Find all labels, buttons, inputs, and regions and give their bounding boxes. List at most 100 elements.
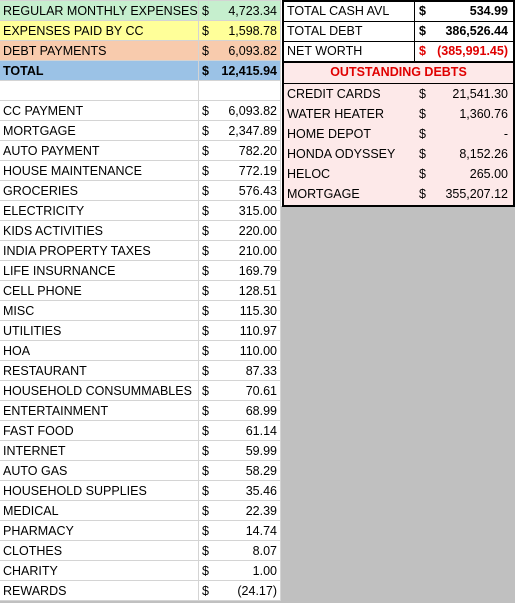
grid-row-line	[0, 340, 281, 341]
expense-row-amount: 59.99	[245, 444, 277, 458]
expense-row-label: CLOTHES	[3, 544, 63, 558]
grid-row-line	[0, 180, 281, 181]
debt-row-label: HONDA ODYSSEY	[287, 147, 396, 161]
expense-row-currency: $	[202, 124, 209, 138]
empty-area-bottom	[0, 601, 281, 603]
debt-row-value-cell: $355,207.12	[415, 184, 511, 204]
totals-row-amount: 386,526.44	[445, 24, 508, 38]
expense-row-label: MEDICAL	[3, 504, 59, 518]
expense-row-currency: $	[202, 244, 209, 258]
grid-row-line	[0, 260, 281, 261]
expense-row-amount: 2,347.89	[228, 124, 277, 138]
expense-row-amount: 35.46	[245, 484, 277, 498]
totals-row-line-1	[282, 21, 515, 22]
grid-row-line	[0, 360, 281, 361]
summary-row-currency: $	[202, 4, 209, 18]
grid-row-line	[0, 220, 281, 221]
expense-row-value-cell: $58.29	[198, 461, 280, 481]
debt-row-amount: 355,207.12	[445, 187, 508, 201]
grid-row-line	[0, 300, 281, 301]
expense-row-currency: $	[202, 184, 209, 198]
expense-row-value-cell: $ (24.17)	[198, 581, 280, 601]
totals-row-amount: 534.99	[469, 4, 508, 18]
expense-row-value-cell: $128.51	[198, 281, 280, 301]
debt-row-label: HOME DEPOT	[287, 127, 372, 141]
debt-payments-bg	[0, 41, 281, 61]
expense-row-value-cell: $169.79	[198, 261, 280, 281]
expense-row-label: LIFE INSURNANCE	[3, 264, 116, 278]
expense-row-value-cell: $772.19	[198, 161, 280, 181]
grid-row-line	[0, 460, 281, 461]
expense-row-value-cell: $68.99	[198, 401, 280, 421]
expense-row-amount: 220.00	[238, 224, 277, 238]
expense-row-value-cell: $87.33	[198, 361, 280, 381]
grid-row-line	[0, 0, 281, 1]
expense-row-value-cell: $315.00	[198, 201, 280, 221]
grid-row-line	[0, 160, 281, 161]
grid-row-line	[0, 600, 281, 601]
summary-row-value-cell: $12,415.94	[198, 61, 280, 81]
expense-row-currency: $	[202, 164, 209, 178]
totals-row-value-cell: $534.99	[415, 1, 511, 21]
summary-row-currency: $	[202, 24, 209, 38]
debt-row-label: HELOC	[287, 167, 331, 181]
expense-row-value-cell: $14.74	[198, 521, 280, 541]
expense-row-currency: $	[202, 284, 209, 298]
expense-row-value-cell: $70.61	[198, 381, 280, 401]
summary-row-value-cell: $6,093.82	[198, 41, 280, 61]
expense-row-currency: $	[202, 224, 209, 238]
grid-row-line	[0, 400, 281, 401]
debt-row-currency: $	[419, 147, 426, 161]
expense-row-amount: 68.99	[245, 404, 277, 418]
expense-row-label: KIDS ACTIVITIES	[3, 224, 104, 238]
debt-row-value-cell: $ -	[415, 124, 511, 144]
debt-row-currency: $	[419, 107, 426, 121]
totals-row-currency: $	[419, 44, 426, 58]
expense-row-label: AUTO GAS	[3, 464, 68, 478]
expense-row-currency: $	[202, 344, 209, 358]
expense-row-label: INDIA PROPERTY TAXES	[3, 244, 151, 258]
expense-row-currency: $	[202, 104, 209, 118]
summary-row-label: REGULAR MONTHLY EXPENSES	[3, 4, 198, 18]
grid-row-line	[0, 100, 281, 101]
expense-row-value-cell: $115.30	[198, 301, 280, 321]
grid-row-line	[0, 540, 281, 541]
expense-row-currency: $	[202, 444, 209, 458]
expense-row-amount: 110.97	[239, 324, 277, 338]
expense-row-label: REWARDS	[3, 584, 67, 598]
debt-row-currency: $	[419, 127, 426, 141]
summary-row-currency: $	[202, 44, 209, 58]
expense-row-currency: $	[202, 384, 209, 398]
totals-row-label: NET WORTH	[287, 44, 363, 58]
summary-row-label: DEBT PAYMENTS	[3, 44, 107, 58]
empty-area-right	[281, 206, 515, 603]
expense-row-amount: 1.00	[252, 564, 277, 578]
expense-row-amount: 14.74	[245, 524, 277, 538]
debts-header: OUTSTANDING DEBTS	[330, 65, 467, 79]
expense-row-amount: 58.29	[245, 464, 277, 478]
expense-row-label: RESTAURANT	[3, 364, 87, 378]
expense-row-label: HOUSEHOLD SUPPLIES	[3, 484, 147, 498]
expense-row-value-cell: $35.46	[198, 481, 280, 501]
expense-row-currency: $	[202, 424, 209, 438]
grid-row-line	[0, 60, 281, 61]
expense-row-currency: $	[202, 524, 209, 538]
expense-row-value-cell: $210.00	[198, 241, 280, 261]
debts-panel-bg	[283, 63, 514, 205]
expense-row-amount: 8.07	[252, 544, 277, 558]
grid-row-line	[0, 200, 281, 201]
debt-row-currency: $	[419, 187, 426, 201]
expense-row-currency: $	[202, 544, 209, 558]
expense-row-label: HOA	[3, 344, 31, 358]
expense-row-amount: 61.14	[245, 424, 277, 438]
totals-row-label: TOTAL CASH AVL	[287, 4, 390, 18]
totals-row-value-cell: $386,526.44	[415, 21, 511, 41]
grid-row-line	[0, 80, 281, 81]
expense-row-currency: $	[202, 404, 209, 418]
grid-row-line	[0, 240, 281, 241]
expense-row-value-cell: $110.00	[198, 341, 280, 361]
expense-row-currency: $	[202, 144, 209, 158]
totals-row-currency: $	[419, 4, 426, 18]
expense-row-amount: 576.43	[238, 184, 277, 198]
expense-row-currency: $	[202, 364, 209, 378]
